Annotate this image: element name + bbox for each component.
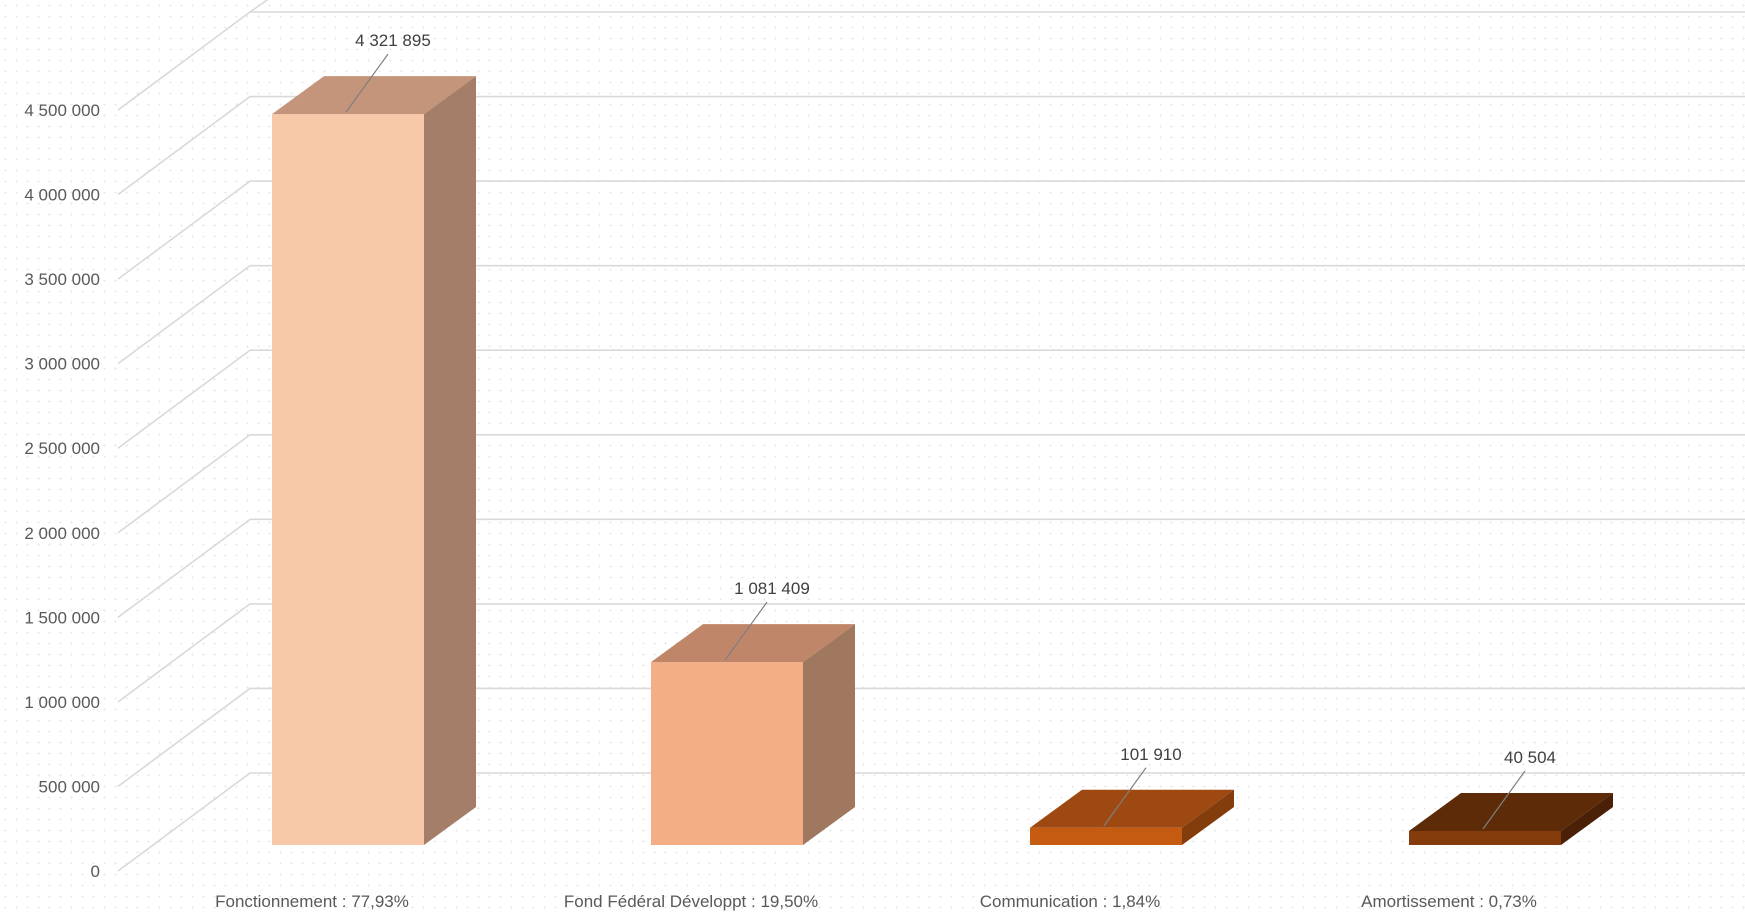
data-label: 101 910 [1120, 745, 1181, 764]
floor-gridline [117, 687, 251, 788]
floor-gridline [117, 11, 251, 111]
grid-lines [117, 0, 1745, 872]
y-tick-label: 4 000 000 [24, 186, 100, 205]
category-labels: Fonctionnement : 77,93% Fond Fédéral Déve… [215, 892, 1537, 911]
bar-front-face [1030, 827, 1182, 845]
data-label: 1 081 409 [734, 579, 810, 598]
floor-gridline [117, 772, 251, 872]
bar-front-face [272, 114, 424, 846]
data-label-leader [724, 601, 768, 661]
category-label: Communication : 1,84% [980, 892, 1160, 911]
bar-side-face [1561, 793, 1613, 845]
y-tick-label: 1 000 000 [24, 693, 100, 712]
bars [272, 76, 1613, 846]
y-tick-label: 3 500 000 [24, 270, 100, 289]
y-tick-label: 4 500 000 [24, 101, 100, 120]
floor-gridline [117, 180, 251, 280]
data-label-leader [1482, 770, 1526, 830]
data-label-leader [345, 53, 389, 113]
data-label: 4 321 895 [355, 31, 431, 50]
floor-gridline [117, 434, 251, 534]
y-tick-label: 1 500 000 [24, 608, 100, 627]
category-label: Amortissement : 0,73% [1361, 892, 1537, 911]
data-label-leader [1103, 767, 1147, 827]
bar-top-face [1030, 789, 1234, 828]
y-tick-label: 2 000 000 [24, 524, 100, 543]
y-tick-label: 2 500 000 [24, 439, 100, 458]
y-tick-label: 500 000 [39, 777, 100, 796]
category-label: Fond Fédéral Développt : 19,50% [564, 892, 818, 911]
bar-side-face [1182, 789, 1234, 845]
floor-gridline [117, 518, 251, 618]
wall-top-diagonal [249, 0, 269, 13]
bar-top-face [272, 76, 476, 115]
data-label: 40 504 [1504, 748, 1556, 767]
category-label: Fonctionnement : 77,93% [215, 892, 409, 911]
bar-front-face [651, 662, 803, 845]
y-axis-tick-labels: 0 500 000 1 000 000 1 500 000 2 000 000 2 500… [24, 101, 100, 881]
floor-gridline [117, 349, 251, 449]
bar-front-face [1409, 831, 1561, 845]
bar-side-face [424, 76, 476, 846]
floor-gridline [117, 265, 251, 365]
floor-gridline [117, 603, 251, 703]
bar-top-face [1409, 793, 1613, 831]
data-labels: 4 321 895 1 081 409 101 910 40 504 [345, 31, 1556, 830]
bar-side-face [803, 624, 855, 845]
floor-gridline [117, 95, 251, 196]
y-tick-label: 3 000 000 [24, 355, 100, 374]
y-tick-label: 0 [91, 862, 100, 881]
bar-top-face [651, 624, 855, 663]
